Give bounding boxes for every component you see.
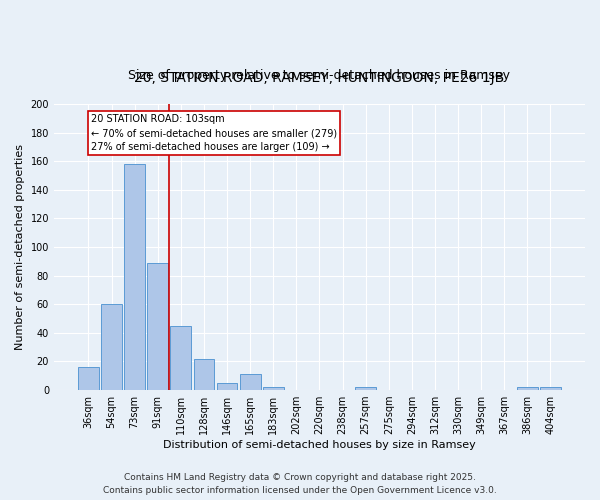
- Y-axis label: Number of semi-detached properties: Number of semi-detached properties: [15, 144, 25, 350]
- X-axis label: Distribution of semi-detached houses by size in Ramsey: Distribution of semi-detached houses by …: [163, 440, 476, 450]
- Bar: [240, 374, 260, 390]
- Title: Size of property relative to semi-detached houses in Ramsey: Size of property relative to semi-detach…: [128, 69, 511, 82]
- Bar: [517, 387, 538, 390]
- Bar: [194, 358, 214, 390]
- Bar: [217, 383, 238, 390]
- Bar: [148, 263, 168, 390]
- Bar: [355, 387, 376, 390]
- Text: Contains HM Land Registry data © Crown copyright and database right 2025.
Contai: Contains HM Land Registry data © Crown c…: [103, 474, 497, 495]
- Text: 20 STATION ROAD: 103sqm
← 70% of semi-detached houses are smaller (279)
27% of s: 20 STATION ROAD: 103sqm ← 70% of semi-de…: [91, 114, 337, 152]
- Bar: [101, 304, 122, 390]
- Bar: [124, 164, 145, 390]
- Bar: [540, 387, 561, 390]
- Text: 20, STATION ROAD, RAMSEY, HUNTINGDON, PE26 1JB: 20, STATION ROAD, RAMSEY, HUNTINGDON, PE…: [134, 72, 505, 86]
- Bar: [263, 387, 284, 390]
- Bar: [170, 326, 191, 390]
- Bar: [78, 367, 99, 390]
